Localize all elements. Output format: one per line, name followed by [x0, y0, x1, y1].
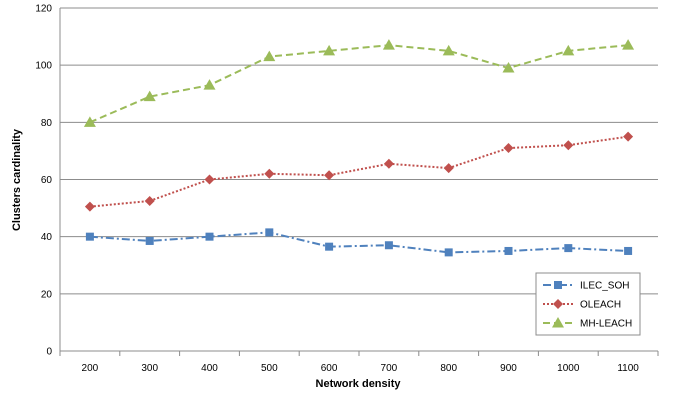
data-point: [145, 236, 154, 245]
data-point: [622, 39, 635, 50]
data-point: [205, 232, 214, 241]
data-point: [144, 195, 155, 206]
series-oleach: [84, 131, 634, 212]
data-point: [265, 228, 274, 237]
data-point: [443, 163, 454, 174]
y-tick-label: 80: [41, 118, 53, 129]
data-point: [564, 244, 573, 253]
data-point: [563, 140, 574, 151]
y-axis-title: Clusters cardinality: [11, 128, 23, 231]
data-point: [203, 79, 216, 90]
series-ilec-soh: [85, 228, 633, 257]
x-tick-label: 400: [201, 363, 218, 374]
series-line: [89, 231, 629, 254]
data-point: [442, 44, 455, 56]
legend-item: MH-LEACH: [543, 317, 632, 330]
data-point: [325, 242, 334, 251]
data-point: [562, 44, 575, 56]
data-point: [323, 44, 336, 56]
series-line: [89, 44, 629, 124]
x-axis-title: Network density: [316, 378, 402, 390]
data-point: [84, 201, 95, 212]
axes: [59, 8, 659, 356]
legend: ILEC_SOH OLEACH MH-LEACH: [535, 272, 641, 336]
x-tick-label: 700: [381, 363, 398, 374]
x-tick-label: 500: [261, 363, 278, 374]
data-point: [83, 116, 96, 127]
y-tick-labels: 0 20 40 60 80 100 120: [35, 4, 52, 358]
legend-label: OLEACH: [580, 300, 621, 311]
x-tick-label: 200: [82, 363, 99, 374]
legend-label: MH-LEACH: [580, 319, 632, 330]
y-tick-label: 60: [41, 175, 53, 186]
data-point: [143, 90, 156, 102]
x-tick-labels: 200 300 400 500 600 700 800 900 1000 1100: [82, 363, 640, 374]
data-point: [382, 39, 395, 50]
data-point: [383, 158, 394, 169]
y-tick-label: 120: [35, 4, 52, 15]
data-point: [85, 232, 94, 241]
data-point: [623, 131, 634, 142]
data-point: [504, 246, 513, 255]
x-tick-label: 600: [321, 363, 338, 374]
y-tick-label: 20: [41, 289, 53, 300]
legend-marker: [552, 317, 564, 328]
y-tick-label: 100: [35, 61, 52, 72]
data-point: [502, 62, 515, 73]
legend-marker: [553, 299, 563, 309]
data-point: [444, 248, 453, 257]
legend-label: ILEC_SOH: [580, 281, 629, 292]
legend-marker: [554, 281, 562, 289]
data-point: [624, 246, 633, 255]
data-point: [204, 174, 215, 185]
legend-item: OLEACH: [543, 299, 621, 311]
x-tick-label: 1100: [617, 363, 639, 374]
series-line: [89, 135, 629, 208]
data-point: [503, 143, 514, 154]
data-point: [384, 241, 393, 250]
x-tick-label: 900: [500, 363, 517, 374]
x-tick-label: 300: [141, 363, 158, 374]
data-point: [263, 50, 276, 62]
y-tick-label: 40: [41, 232, 53, 243]
legend-item: ILEC_SOH: [543, 281, 629, 292]
x-tick-label: 1000: [557, 363, 580, 374]
series-group: [83, 39, 635, 257]
series-mh-leach: [83, 39, 635, 127]
data-point: [324, 170, 335, 181]
x-tick-label: 800: [440, 363, 457, 374]
data-point: [264, 168, 275, 179]
y-tick-label: 0: [46, 347, 52, 358]
